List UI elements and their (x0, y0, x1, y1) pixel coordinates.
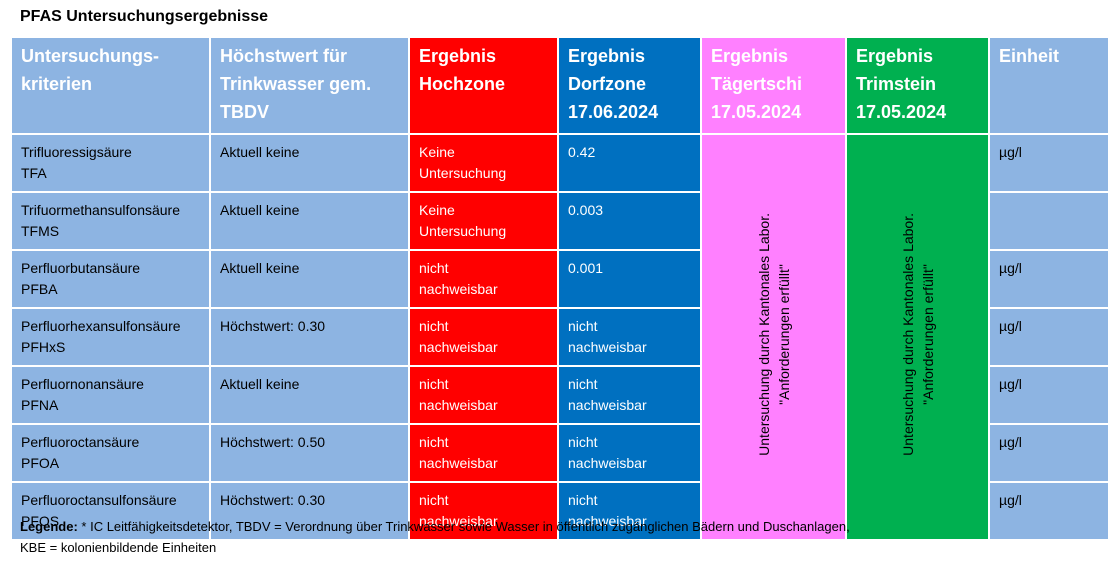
hochzone-cell: nicht nachweisbar (408, 307, 559, 367)
header-cell: Ergebnis Tägertschi 17.05.2024 (700, 36, 847, 135)
table-row: Perfluoroctansulfonsäure PFOS Höchstwert:… (10, 481, 1110, 541)
unit-cell: µg/l (988, 307, 1110, 367)
table-body: Trifluoressigsäure TFA Aktuell keine Keine… (10, 133, 1110, 541)
limit-cell: Höchstwert: 0.30 (209, 307, 410, 367)
dorfzone-cell: 0.42 (557, 133, 702, 193)
trimstein-text: Untersuchung durch Kantonales Labor. "An… (899, 212, 936, 456)
hochzone-cell: nicht nachweisbar (408, 365, 559, 425)
criterion-cell: Trifluoressigsäure TFA (10, 133, 211, 193)
hochzone-cell: nicht nachweisbar (408, 481, 559, 541)
table-row: Perfluoroctansäure PFOA Höchstwert: 0.50 n… (10, 423, 1110, 483)
table-row: Trifluoressigsäure TFA Aktuell keine Keine… (10, 133, 1110, 541)
limit-cell: Aktuell keine (209, 249, 410, 309)
criterion-cell: Perfluorhexansulfonsäure PFHxS (10, 307, 211, 367)
hochzone-cell: nicht nachweisbar (408, 249, 559, 309)
criterion-cell: Perfluoroctansulfonsäure PFOS (10, 481, 211, 541)
table-row: Perfluorhexansulfonsäure PFHxS Höchstwert… (10, 307, 1110, 367)
unit-cell: µg/l (988, 365, 1110, 425)
hochzone-cell: nicht nachweisbar (408, 423, 559, 483)
title: PFAS Untersuchungsergebnisse (20, 8, 269, 25)
unit-cell: µg/l (988, 423, 1110, 483)
table-row: Perfluorbutansäure PFBA Aktuell keine nich… (10, 249, 1110, 309)
trimstein-cell: Untersuchung durch Kantonales Labor. "An… (845, 133, 990, 541)
hochzone-cell: Keine Untersuchung (408, 133, 559, 193)
limit-cell: Höchstwert: 0.30 (209, 481, 410, 541)
unit-cell: µg/l (988, 481, 1110, 541)
unit-cell (988, 191, 1110, 251)
limit-cell: Höchstwert: 0.50 (209, 423, 410, 483)
criterion-cell: Trifuormethansulfonsäure TFMS (10, 191, 211, 251)
header-cell: Ergebnis Hochzone (408, 36, 559, 135)
dorfzone-cell: 0.001 (557, 249, 702, 309)
limit-cell: Aktuell keine (209, 365, 410, 425)
dorfzone-cell: nicht nachweisbar (557, 481, 702, 541)
header-cell: Ergebnis Trimstein 17.05.2024 (845, 36, 990, 135)
dorfzone-cell: nicht nachweisbar (557, 423, 702, 483)
dorfzone-cell: nicht nachweisbar (557, 365, 702, 425)
header-cell: Höchstwert für Trinkwasser gem. TBDV (209, 36, 410, 135)
legend-text: * IC Leitfähigkeitsdetektor, TBDV = Vero… (20, 519, 850, 555)
unit-cell: µg/l (988, 249, 1110, 309)
dorfzone-cell: nicht nachweisbar (557, 307, 702, 367)
table-row: Trifuormethansulfonsäure TFMS Aktuell kei… (10, 191, 1110, 251)
criterion-cell: Perfluornonansäure PFNA (10, 365, 211, 425)
header-cell: Untersuchungs- kriterien (10, 36, 211, 135)
taegertschi-cell: Untersuchung durch Kantonales Labor. "An… (700, 133, 847, 541)
dorfzone-cell: 0.003 (557, 191, 702, 251)
table-row: Perfluornonansäure PFNA Aktuell keine nich… (10, 365, 1110, 425)
unit-cell: µg/l (988, 133, 1110, 193)
hochzone-cell: Keine Untersuchung (408, 191, 559, 251)
header-cell: Ergebnis Dorfzone 17.06.2024 (557, 36, 702, 135)
criterion-cell: Perfluoroctansäure PFOA (10, 423, 211, 483)
taegertschi-text: Untersuchung durch Kantonales Labor. "An… (755, 212, 792, 456)
results-table: Untersuchungs- kriterien Höchstwert für T… (10, 36, 1110, 541)
header-cell: Einheit (988, 36, 1110, 135)
limit-cell: Aktuell keine (209, 133, 410, 193)
legend: Legende: * IC Leitfähigkeitsdetektor, TB… (20, 516, 850, 558)
header-row: Untersuchungs- kriterien Höchstwert für T… (10, 36, 1110, 135)
criterion-cell: Perfluorbutansäure PFBA (10, 249, 211, 309)
legend-label: Legende: (20, 519, 78, 534)
limit-cell: Aktuell keine (209, 191, 410, 251)
